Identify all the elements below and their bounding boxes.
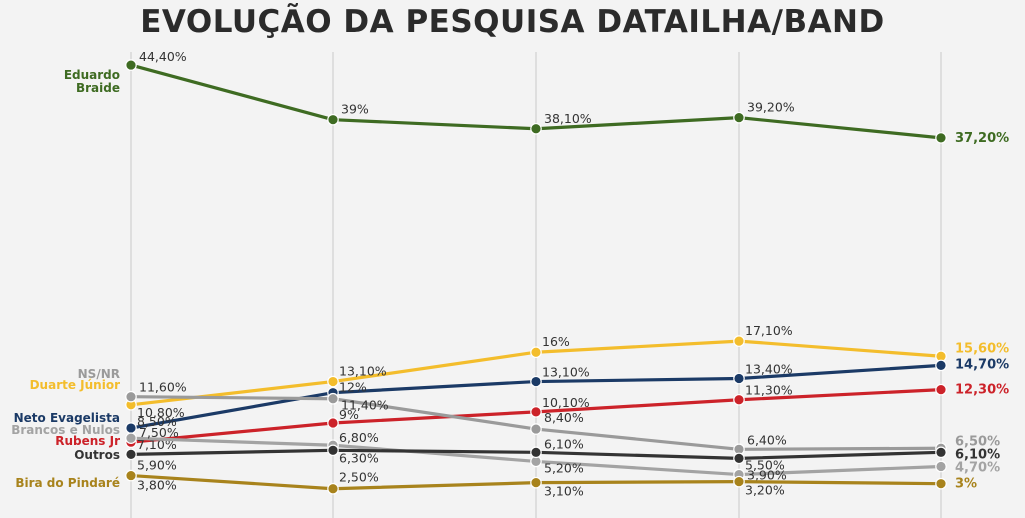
point-eduardo-braide-2 (327, 113, 339, 126)
data-label-eduardo-braide-3: 38,10% (544, 111, 592, 126)
data-label-brancos-e-nulos-5: 4,70% (955, 460, 1000, 475)
series-name-duarte-junior: Duarte Júnior (30, 378, 120, 392)
data-label-duarte-junior-5: 15,60% (955, 341, 1009, 356)
data-label-bira-do-pindare-3: 3,10% (544, 484, 584, 499)
point-outros-5 (935, 446, 947, 459)
point-bira-do-pindare-2 (327, 482, 339, 495)
data-label-rubens-jr-3: 10,10% (542, 395, 590, 410)
data-label-neto-evagelista-4: 13,40% (745, 362, 793, 377)
point-brancos-e-nulos-5 (935, 460, 947, 473)
series-name-eduardo-braide-2: Braide (76, 81, 120, 95)
point-neto-evagelista-3 (530, 375, 542, 388)
series-name-eduardo-braide-1: Eduardo (64, 68, 120, 82)
data-label-duarte-junior-2: 13,10% (339, 364, 387, 379)
data-label-eduardo-braide-4: 39,20% (747, 100, 795, 115)
data-label-outros-2: 6,30% (339, 450, 379, 465)
data-label-ns-nr-5: 6,50% (955, 434, 1000, 449)
data-label-bira-do-pindare-5: 3% (955, 477, 977, 492)
data-label-brancos-e-nulos-1: 7,50% (139, 425, 179, 440)
data-label-brancos-e-nulos-2: 6,80% (339, 430, 379, 445)
data-label-neto-evagelista-3: 13,10% (542, 365, 590, 380)
data-label-outros-1: 5,90% (137, 457, 177, 472)
point-outros-1 (125, 448, 137, 461)
data-label-bira-do-pindare-2: 2,50% (339, 470, 379, 485)
series-name-outros: Outros (74, 448, 120, 462)
point-neto-evagelista-1 (125, 422, 137, 434)
series-name-neto-evagelista: Neto Evagelista (14, 411, 120, 425)
data-label-rubens-jr-5: 12,30% (955, 383, 1009, 398)
point-bira-do-pindare-1 (125, 469, 137, 482)
data-label-rubens-jr-2: 9% (339, 407, 359, 422)
point-neto-evagelista-4 (733, 372, 745, 385)
point-rubens-jr-4 (733, 393, 745, 406)
point-outros-4 (733, 452, 745, 465)
data-label-neto-evagelista-5: 14,70% (955, 357, 1009, 372)
point-duarte-junior-3 (530, 346, 542, 359)
point-duarte-junior-2 (327, 375, 339, 388)
data-label-ns-nr-2: 11,40% (341, 398, 389, 413)
series-name-brancos-e-nulos: Brancos e Nulos (11, 423, 120, 437)
series-name-rubens-jr: Rubens Jr (55, 434, 120, 448)
data-label-eduardo-braide-1: 44,40% (139, 49, 187, 64)
point-duarte-junior-4 (733, 335, 745, 347)
point-outros-2 (327, 444, 339, 457)
data-label-duarte-junior-3: 16% (542, 334, 570, 349)
chart-title: EVOLUÇÃO DA PESQUISA DATAILHA/BAND (140, 4, 885, 40)
point-eduardo-braide-3 (530, 122, 542, 135)
data-label-outros-4: 5,50% (745, 457, 785, 472)
data-label-bira-do-pindare-4: 3,20% (745, 483, 785, 498)
point-outros-3 (530, 446, 542, 459)
data-label-neto-evagelista-1: 8,50% (137, 414, 177, 429)
series-name-ns-nr: NS/NR (78, 367, 120, 381)
data-label-brancos-e-nulos-4: 3,90% (747, 468, 787, 483)
point-brancos-e-nulos-1 (125, 432, 137, 444)
point-bira-do-pindare-3 (530, 476, 542, 489)
data-label-rubens-jr-4: 11,30% (745, 383, 793, 398)
series-name-bira-do-pindare: Bira do Pindaré (15, 476, 120, 490)
data-label-brancos-e-nulos-3: 5,20% (544, 460, 584, 475)
point-rubens-jr-5 (935, 383, 947, 396)
data-label-ns-nr-4: 6,40% (747, 432, 787, 447)
data-label-eduardo-braide-2: 39% (341, 102, 369, 117)
point-ns-nr-3 (530, 423, 542, 435)
point-bira-do-pindare-4 (733, 475, 745, 488)
data-label-outros-5: 6,10% (955, 447, 1000, 462)
point-rubens-jr-3 (530, 406, 542, 418)
data-label-duarte-junior-1: 10,80% (137, 405, 185, 420)
point-eduardo-braide-1 (125, 59, 137, 71)
point-ns-nr-2 (327, 392, 339, 405)
point-eduardo-braide-5 (935, 132, 947, 144)
point-neto-evagelista-5 (935, 359, 947, 372)
point-ns-nr-1 (125, 390, 137, 403)
point-bira-do-pindare-5 (935, 477, 947, 490)
data-label-ns-nr-3: 8,40% (544, 410, 584, 425)
point-eduardo-braide-4 (733, 111, 745, 124)
data-label-ns-nr-1: 11,60% (139, 380, 187, 395)
data-label-duarte-junior-4: 17,10% (745, 323, 793, 338)
data-label-neto-evagelista-2: 12% (339, 380, 367, 395)
point-rubens-jr-2 (327, 417, 339, 429)
data-label-bira-do-pindare-1: 3,80% (137, 478, 177, 493)
data-label-eduardo-braide-5: 37,20% (955, 131, 1009, 146)
data-label-outros-3: 6,10% (544, 436, 584, 451)
